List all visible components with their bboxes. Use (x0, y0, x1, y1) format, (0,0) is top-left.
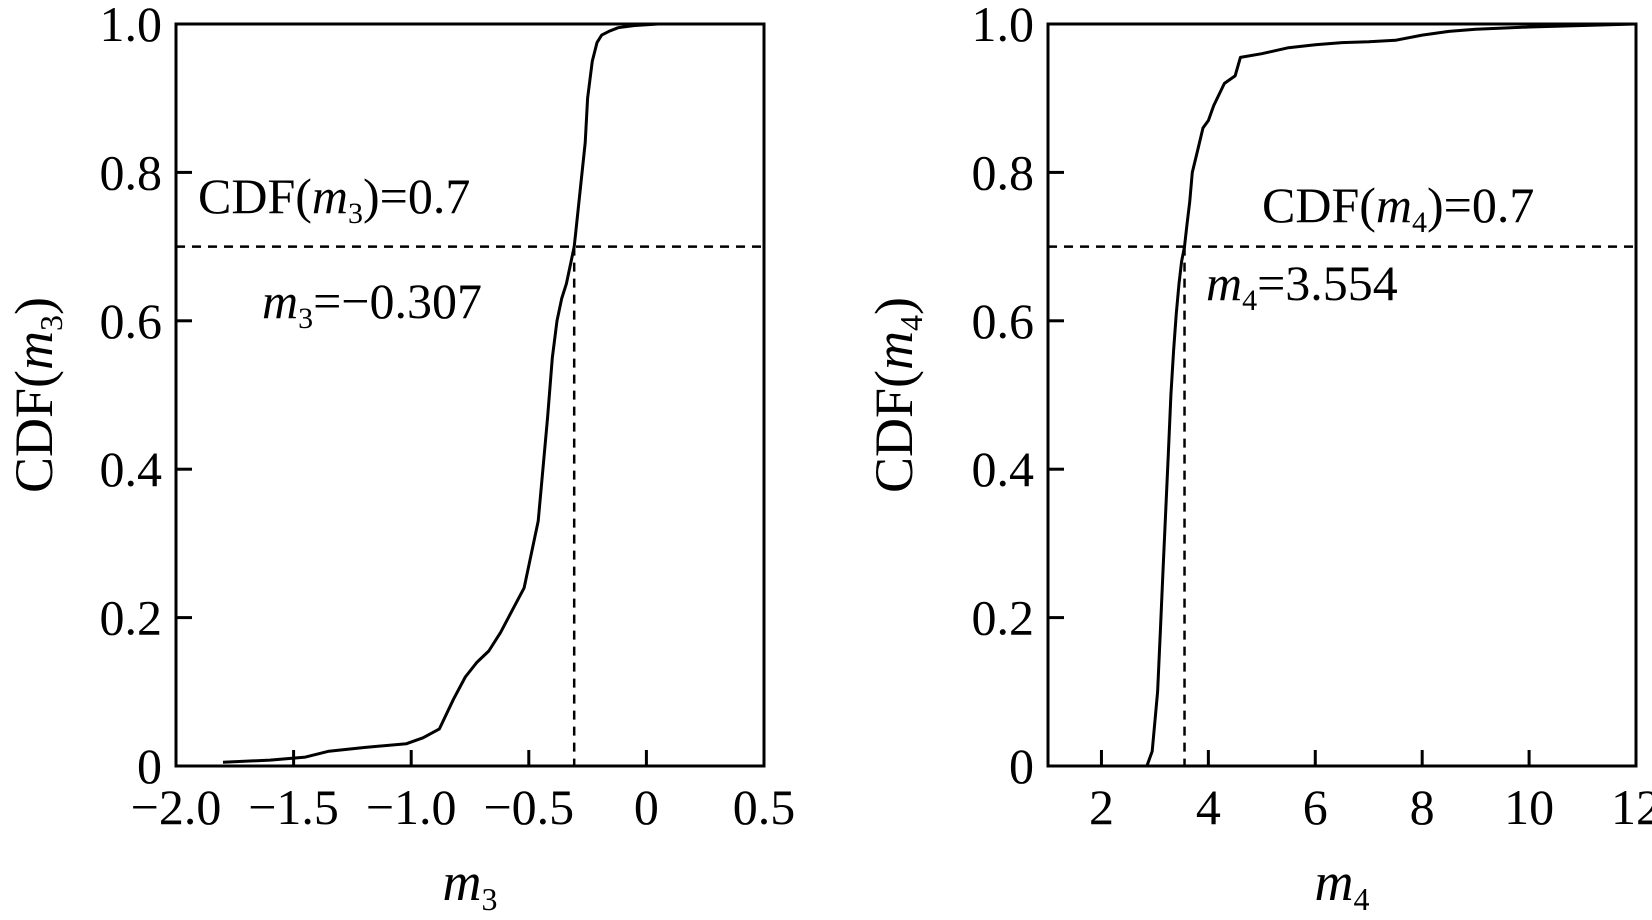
x-tick-label: 10 (1504, 779, 1554, 835)
annotation-cdf-m3: CDF(m3)=0.7 (198, 168, 470, 230)
y-tick-label: 0.2 (100, 590, 163, 646)
plot-frame-right (1046, 22, 1638, 768)
y-tick-label: 0.4 (972, 441, 1035, 497)
x-axis-label-left: m3 (443, 852, 498, 917)
y-tick-label: 0.2 (972, 590, 1035, 646)
annotation-cdf-m4: CDF(m4)=0.7 (1262, 177, 1534, 239)
y-tick-label: 0.8 (100, 144, 163, 200)
x-ticks-left: −2.0 −1.5 −1.0 −0.5 0 0.5 (131, 750, 796, 835)
y-axis-label-right: CDF(m4) (864, 297, 929, 493)
x-tick-label: 8 (1410, 779, 1435, 835)
y-tick-label: 0.8 (972, 144, 1035, 200)
cdf-curve-m4 (1145, 22, 1637, 767)
reference-lines-left (176, 245, 764, 766)
chart-left: −2.0 −1.5 −1.0 −0.5 0 0.5 0 0.2 0.4 0.6 0.8 1.0 CD… (4, 0, 795, 917)
y-tick-label: 0 (137, 738, 162, 794)
y-axis-label-left: CDF(m3) (4, 297, 69, 493)
x-tick-label: 12 (1611, 779, 1652, 835)
y-tick-label: 0.6 (100, 293, 163, 349)
x-axis-label-right: m4 (1315, 852, 1370, 917)
y-ticks-right: 0 0.2 0.4 0.6 0.8 1.0 (972, 0, 1064, 794)
x-tick-label: 0 (634, 779, 659, 835)
x-tick-label: 0.5 (733, 779, 796, 835)
y-ticks-left: 0 0.2 0.4 0.6 0.8 1.0 (100, 0, 192, 794)
chart-right: 2 4 6 8 10 12 0 0.2 0.4 0.6 0.8 1.0 CDF(m4)=0.7 m4… (864, 0, 1652, 917)
y-tick-label: 0.6 (972, 293, 1035, 349)
cdf-curve-m3 (222, 22, 694, 764)
y-tick-label: 0.4 (100, 441, 163, 497)
annotation-m3-value: m3=−0.307 (262, 273, 482, 335)
y-tick-label: 1.0 (100, 0, 163, 52)
x-tick-label: −1.0 (366, 779, 457, 835)
plot-frame-left (174, 22, 766, 768)
y-tick-label: 0 (1009, 738, 1034, 794)
x-tick-label: 2 (1089, 779, 1114, 835)
annotation-m4-value: m4=3.554 (1206, 255, 1398, 317)
x-tick-label: −2.0 (131, 779, 222, 835)
x-tick-label: 6 (1303, 779, 1328, 835)
x-tick-label: 4 (1196, 779, 1221, 835)
x-tick-label: −1.5 (248, 779, 339, 835)
x-ticks-right: 2 4 6 8 10 12 (1089, 750, 1652, 835)
y-tick-label: 1.0 (972, 0, 1035, 52)
x-tick-label: −0.5 (483, 779, 574, 835)
reference-lines-right (1048, 245, 1636, 766)
